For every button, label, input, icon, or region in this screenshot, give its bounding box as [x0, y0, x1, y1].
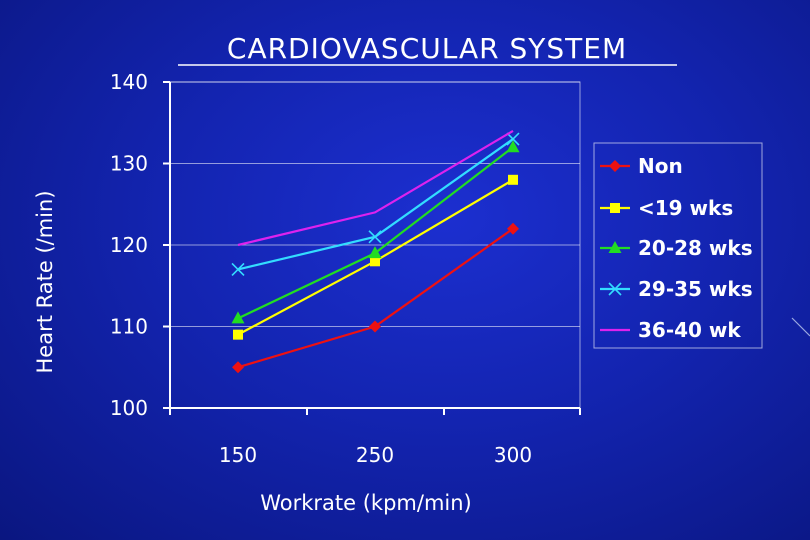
- series-line: [237, 146, 514, 320]
- legend-item: Non: [600, 154, 683, 178]
- data-point: [233, 329, 243, 340]
- legend-item: 36-40 wk: [600, 318, 741, 342]
- y-axis-label: Heart Rate (/min): [33, 190, 57, 373]
- legend-label: Non: [638, 154, 683, 178]
- series-layer: [231, 129, 520, 374]
- series-0: [232, 222, 519, 374]
- y-tick-label: 110: [110, 315, 148, 339]
- x-tick-label: 250: [356, 443, 394, 467]
- y-tick-label: 120: [110, 233, 148, 257]
- series-1: [233, 174, 518, 340]
- y-tick-label: 140: [110, 70, 148, 94]
- data-point: [232, 361, 244, 374]
- data-point: [231, 311, 245, 324]
- series-2: [231, 140, 520, 324]
- series-4: [237, 129, 514, 247]
- legend-label: 20-28 wks: [638, 236, 753, 260]
- legend-item: 20-28 wks: [600, 236, 753, 260]
- data-point: [231, 262, 245, 277]
- data-point: [506, 140, 520, 153]
- grid-lines: [170, 81, 580, 327]
- legend-item: 29-35 wks: [600, 277, 753, 301]
- y-ticks: 100 110 120 130 140: [110, 70, 170, 420]
- data-point: [507, 222, 519, 235]
- data-point: [368, 246, 382, 259]
- data-point: [369, 320, 381, 333]
- x-tick-label: 300: [494, 443, 532, 467]
- data-point: [370, 256, 380, 267]
- legend-label: <19 wks: [638, 196, 733, 220]
- series-3: [231, 132, 520, 277]
- y-tick-label: 130: [110, 152, 148, 176]
- legend-marker: [608, 241, 622, 253]
- chart-title: CARDIOVASCULAR SYSTEM: [227, 32, 627, 65]
- legend-label: 29-35 wks: [638, 277, 753, 301]
- data-point: [506, 132, 520, 146]
- legend-item: <19 wks: [600, 196, 733, 220]
- x-tick-label: 150: [219, 443, 257, 467]
- legend-label: 36-40 wk: [638, 318, 741, 342]
- legend-marker: [608, 282, 622, 296]
- legend: Non <19 wks 20-28 wks 29-35 wks 36-40 wk: [593, 142, 763, 349]
- legend-marker: [609, 160, 621, 172]
- data-point: [368, 230, 382, 244]
- y-tick-label: 100: [110, 396, 148, 420]
- legend-marker: [610, 203, 620, 213]
- x-ticks: 150 250 300: [169, 408, 581, 467]
- series-line: [237, 129, 514, 247]
- data-point: [508, 174, 518, 185]
- legend-box: [593, 142, 763, 349]
- x-axis-label: Workrate (kpm/min): [260, 491, 472, 515]
- edge-decoration: [791, 317, 810, 337]
